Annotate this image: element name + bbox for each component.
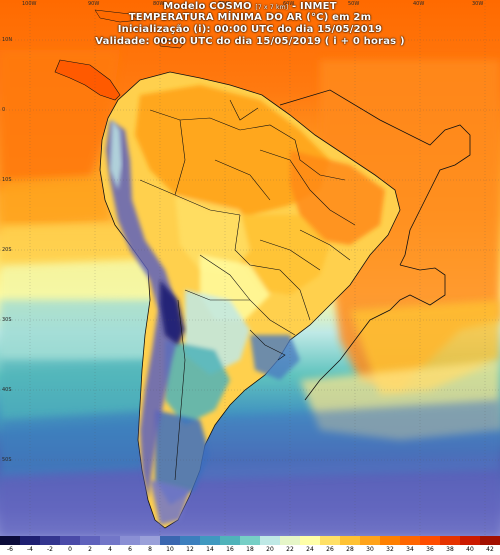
temperature-map: 10N 0 10S 20S 30S 40S 50S 100W 90W 80W 7… xyxy=(0,0,500,536)
color-swatch xyxy=(40,536,61,545)
color-scale-tick: 38 xyxy=(446,546,454,553)
color-swatch xyxy=(300,536,321,545)
color-scale-tick: 36 xyxy=(426,546,434,553)
color-scale-tick: 14 xyxy=(206,546,214,553)
color-swatch xyxy=(400,536,421,545)
color-scale-tick: 4 xyxy=(108,546,112,553)
lat-label-40s: 40S xyxy=(2,387,12,393)
lat-label-50s: 50S xyxy=(2,457,12,463)
maritime-boundaries xyxy=(279,89,471,401)
color-scale-tick: 16 xyxy=(226,546,234,553)
color-swatch xyxy=(180,536,201,545)
color-scale-tick: 10 xyxy=(166,546,174,553)
color-swatch xyxy=(320,536,341,545)
color-swatch xyxy=(160,536,181,545)
color-scale-bar: -6 -4 -2 0 2 4 6 8 10 12 14 16 18 20 22 24 26 28 30 32 34 36 3… xyxy=(0,536,500,555)
map-canvas xyxy=(0,0,500,536)
lon-label-60w: 60W xyxy=(283,1,295,7)
color-scale-tick: -4 xyxy=(27,546,33,553)
lat-label-10n: 10N xyxy=(2,37,13,43)
lat-label-30s: 30S xyxy=(2,317,12,323)
color-scale-tick: 2 xyxy=(88,546,92,553)
color-swatch xyxy=(220,536,241,545)
lon-label-100w: 100W xyxy=(22,1,37,7)
color-scale-tick: -6 xyxy=(7,546,13,553)
color-swatch xyxy=(260,536,281,545)
lon-label-30w: 30W xyxy=(472,1,484,7)
lat-label-10s: 10S xyxy=(2,177,12,183)
color-scale-tick: 30 xyxy=(366,546,374,553)
color-scale-tick: -2 xyxy=(47,546,53,553)
model-resolution: [7 x 7 km] xyxy=(255,4,289,11)
color-swatch xyxy=(200,536,221,545)
andes-cold-strip xyxy=(106,120,180,500)
color-scale-tick: 12 xyxy=(186,546,194,553)
lat-label-0: 0 xyxy=(2,107,6,113)
model-organization: - INMET xyxy=(292,1,337,12)
color-scale-tick: 20 xyxy=(266,546,274,553)
color-swatch xyxy=(100,536,121,545)
color-swatch xyxy=(340,536,361,545)
color-swatch xyxy=(420,536,441,545)
graticule xyxy=(0,0,500,536)
amazon-warm-zone xyxy=(135,85,330,215)
color-swatch xyxy=(240,536,261,545)
model-name: Modelo COSMO xyxy=(163,1,252,12)
color-scale-tick: 34 xyxy=(406,546,414,553)
color-scale-tick: 40 xyxy=(466,546,474,553)
color-swatch xyxy=(20,536,41,545)
lon-label-80w: 80W xyxy=(153,1,165,7)
color-swatch xyxy=(140,536,161,545)
valid-time: Validade: 00:00 UTC do dia 15/05/2019 ( … xyxy=(95,36,405,47)
color-scale-tick: 28 xyxy=(346,546,354,553)
color-scale-tick: 24 xyxy=(306,546,314,553)
color-swatch xyxy=(280,536,301,545)
lat-label-20s: 20S xyxy=(2,247,12,253)
model-title: Modelo COSMO [7 x 7 km] - INMET xyxy=(0,1,500,13)
lon-label-90w: 90W xyxy=(88,1,100,7)
init-time: Inicialização (i): 00:00 UTC do dia 15/0… xyxy=(117,24,383,35)
color-scale-tick: 6 xyxy=(128,546,132,553)
lon-label-50w: 50W xyxy=(348,1,360,7)
color-scale-tick: 18 xyxy=(246,546,254,553)
color-swatch xyxy=(80,536,101,545)
color-swatch xyxy=(360,536,381,545)
color-scale-tick: 26 xyxy=(326,546,334,553)
color-scale-tick: 22 xyxy=(286,546,294,553)
color-scale-tick: 32 xyxy=(386,546,394,553)
lon-label-40w: 40W xyxy=(413,1,425,7)
lon-label-70w: 70W xyxy=(218,1,230,7)
color-swatch xyxy=(380,536,401,545)
color-swatch xyxy=(120,536,141,545)
color-swatch xyxy=(0,536,21,545)
color-swatch xyxy=(440,536,461,545)
color-swatch xyxy=(60,536,81,545)
color-scale-tick: 0 xyxy=(68,546,72,553)
color-swatch xyxy=(480,536,500,545)
color-swatch xyxy=(460,536,481,545)
color-scale-tick: 42 xyxy=(486,546,494,553)
central-america-land xyxy=(54,59,121,101)
variable-title: TEMPERATURA MÍNIMA DO AR (°C) em 2m xyxy=(128,12,372,23)
color-scale-tick: 8 xyxy=(148,546,152,553)
